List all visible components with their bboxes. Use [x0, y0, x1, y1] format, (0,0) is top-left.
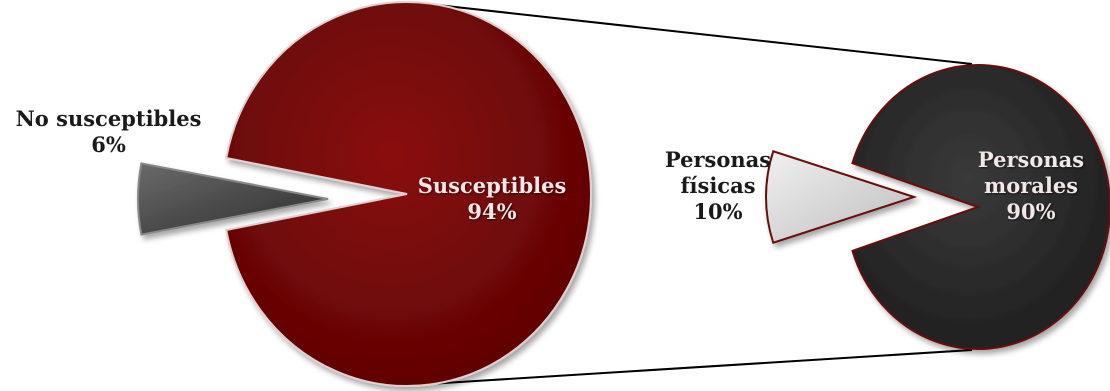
label-personas-morales-value: 90%: [1006, 199, 1056, 224]
label-personas-fisicas-line1: Personas: [664, 147, 772, 172]
label-no-susceptibles: No susceptibles 6%: [6, 106, 211, 158]
label-personas-morales-line1: Personas: [977, 147, 1085, 172]
label-personas-fisicas-line2: físicas: [680, 173, 756, 198]
slice-no-susceptibles: [137, 162, 329, 236]
label-personas-morales: Personas morales 90%: [966, 147, 1096, 225]
pie-person-type: [765, 64, 1110, 350]
label-no-susceptibles-name: No susceptibles: [15, 106, 202, 131]
pie-susceptibility: [137, 1, 592, 387]
slice-personas-fisicas: [765, 150, 918, 244]
connector-line-bottom: [427, 349, 973, 385]
label-susceptibles: Susceptibles 94%: [412, 173, 572, 225]
connector-line-top: [427, 3, 973, 65]
label-personas-morales-line2: morales: [983, 173, 1079, 198]
label-personas-fisicas: Personas físicas 10%: [654, 147, 782, 225]
label-no-susceptibles-value: 6%: [91, 132, 126, 157]
label-susceptibles-value: 94%: [467, 199, 517, 224]
label-personas-fisicas-value: 10%: [693, 199, 743, 224]
label-susceptibles-name: Susceptibles: [417, 173, 567, 198]
slice-susceptibles: [225, 1, 592, 387]
